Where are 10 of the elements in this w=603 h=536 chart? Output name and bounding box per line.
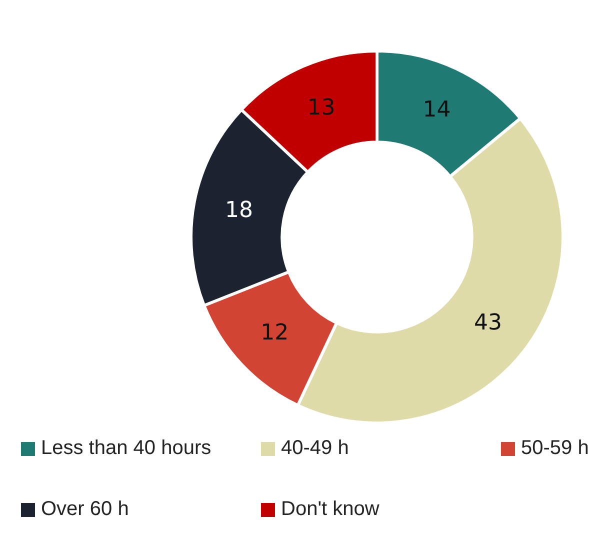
data-label: 43	[474, 310, 502, 336]
legend-label: Don't know	[280, 498, 380, 521]
data-label: 18	[225, 198, 254, 224]
data-label: 13	[307, 96, 336, 121]
legend-label: 40-49 h	[280, 437, 350, 460]
legend-label: Less than 40 hours	[40, 437, 212, 460]
data-label: 14	[422, 97, 451, 122]
data-label: 12	[260, 320, 289, 346]
legend-label: 50-59 h	[520, 437, 590, 460]
legend-label: Over 60 h	[40, 498, 130, 521]
